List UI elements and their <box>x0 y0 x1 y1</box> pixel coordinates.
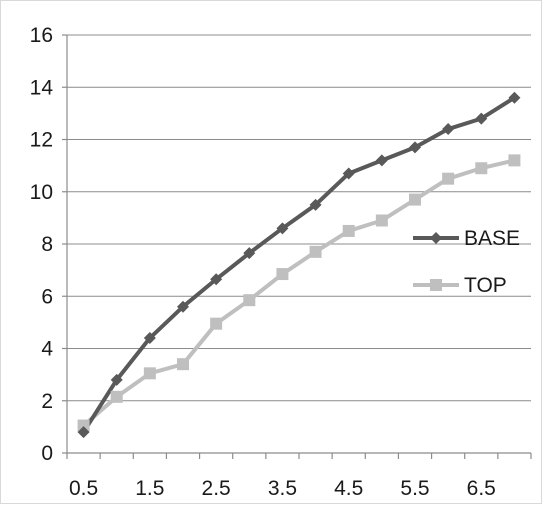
data-point-square <box>177 358 189 371</box>
series-line-base <box>81 96 516 434</box>
y-tick-label: 8 <box>41 233 53 256</box>
data-point-diamond <box>409 141 421 154</box>
x-tick-label: 1.5 <box>135 477 164 500</box>
y-tick-label: 6 <box>41 285 53 308</box>
y-tick-label: 4 <box>41 338 53 361</box>
data-point-diamond <box>430 232 442 244</box>
data-point-square <box>210 317 223 330</box>
data-point-diamond <box>375 154 388 167</box>
data-point-square <box>243 294 256 307</box>
x-tick-label: 5.5 <box>400 477 429 500</box>
data-point-square <box>508 154 521 167</box>
y-tick-label: 16 <box>30 24 53 47</box>
data-point-square <box>375 214 388 227</box>
data-point-square <box>276 268 289 281</box>
y-tick-label: 12 <box>30 129 53 152</box>
data-point-diamond <box>442 123 455 136</box>
data-point-diamond <box>309 198 322 211</box>
data-point-diamond <box>342 167 355 180</box>
data-point-square <box>409 193 421 206</box>
x-tick-label: 4.5 <box>334 477 363 500</box>
legend-label-top: TOP <box>464 274 507 297</box>
legend-label-base: BASE <box>464 227 520 250</box>
data-point-diamond <box>177 300 189 313</box>
series-lines <box>81 96 516 434</box>
data-point-square <box>309 245 322 258</box>
data-point-diamond <box>508 91 521 104</box>
data-point-diamond <box>475 112 488 125</box>
data-point-diamond <box>110 373 123 386</box>
data-point-square <box>110 390 123 403</box>
series-markers <box>77 91 521 439</box>
data-point-square <box>77 419 90 432</box>
data-point-square <box>442 172 455 185</box>
data-point-square <box>430 279 442 291</box>
data-point-square <box>475 162 488 175</box>
y-tick-label: 10 <box>30 181 53 204</box>
axes: 0 2 4 6 8 10 12 14 16 0.5 1.5 2.5 3.5 4.5 5.5 6.5 <box>30 24 532 500</box>
x-tick-label: 6.5 <box>467 477 496 500</box>
x-tick-label: 3.5 <box>268 477 297 500</box>
legend: BASE TOP <box>413 227 520 297</box>
data-point-square <box>143 367 156 380</box>
x-tick-label: 2.5 <box>202 477 231 500</box>
gridlines <box>67 34 531 402</box>
data-point-diamond <box>143 332 156 345</box>
data-point-diamond <box>210 273 223 286</box>
y-tick-label: 14 <box>30 76 54 99</box>
y-tick-label: 2 <box>41 390 53 413</box>
data-point-diamond <box>243 247 256 260</box>
data-point-diamond <box>77 426 90 439</box>
data-point-diamond <box>276 222 289 235</box>
data-point-square <box>342 224 355 237</box>
series-line-top <box>82 158 515 428</box>
y-tick-label: 0 <box>41 442 53 465</box>
x-tick-label: 0.5 <box>69 477 98 500</box>
